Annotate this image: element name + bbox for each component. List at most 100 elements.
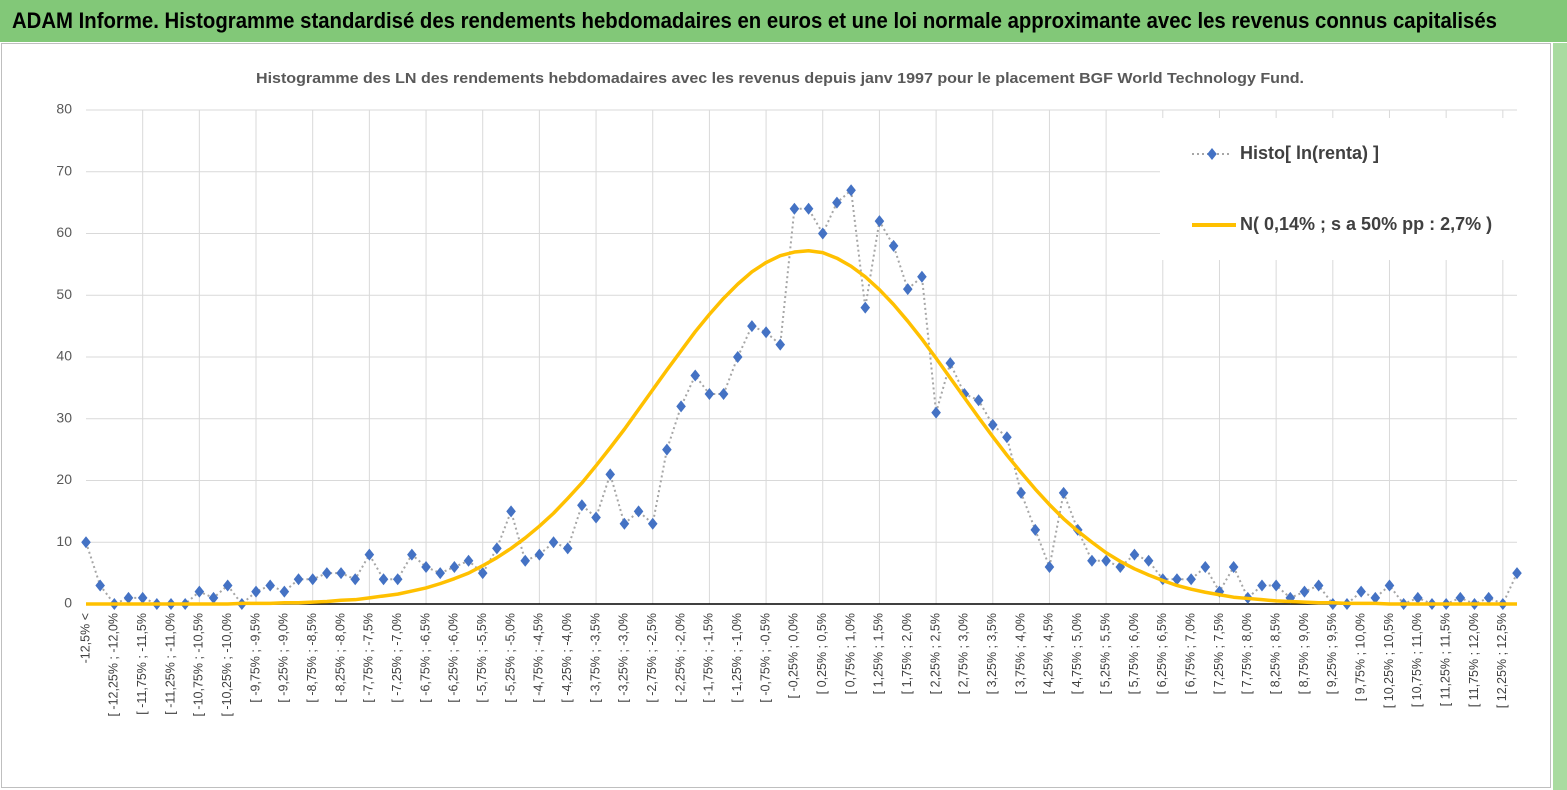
y-tick-label: 30 [56,409,72,425]
data-point [676,400,686,413]
x-tick-label: [ -1,25% ; -1,0% [730,613,744,703]
data-point [902,283,913,296]
data-point [95,579,105,592]
x-tick-label: [ -3,25% ; -3,0% [617,613,631,703]
data-point [1413,591,1423,604]
data-point [1186,573,1196,586]
x-tick-label: [ 10,75% ; 11,0% [1410,613,1424,707]
data-point [1129,548,1140,561]
x-tick-label: [ -10,75% ; -10,5% [192,613,206,717]
data-point [534,548,545,561]
data-point [874,215,885,228]
data-point [123,591,134,604]
y-tick-label: 0 [64,595,72,611]
x-tick-label: [ 6,75% ; 7,0% [1183,613,1197,694]
data-point [803,202,814,215]
data-point [1455,591,1466,604]
x-tick-label: [ -4,25% ; -4,0% [560,613,574,703]
x-tick-label: [ -7,25% ; -7,0% [390,613,404,703]
x-tick-label: [ -1,75% ; -1,5% [702,613,716,703]
x-tick-label: [ -4,75% ; -4,5% [532,613,546,703]
data-point [917,270,927,283]
x-tick-label: [ -0,25% ; 0,0% [787,613,801,698]
data-point [293,573,304,586]
data-point [137,591,148,604]
data-point [506,505,516,518]
data-point [1257,579,1267,592]
y-tick-label: 20 [56,471,72,487]
legend-marker [1207,148,1217,160]
x-tick-label: [ -9,25% ; -9,0% [277,613,291,703]
x-tick-label: [ 0,75% ; 1,0% [843,613,857,694]
data-point [449,560,460,573]
y-tick-label: 10 [56,533,72,549]
y-tick-label: 50 [56,286,72,302]
data-point [633,505,644,518]
data-point [761,326,771,339]
y-tick-label: 60 [56,224,72,240]
data-point [492,542,502,555]
data-point [789,202,800,215]
data-point [1228,560,1239,573]
data-point [435,567,446,580]
x-tick-label: [ -11,75% ; -11,5% [135,613,149,715]
data-point [619,517,630,530]
x-tick-label: [ -9,75% ; -9,5% [248,613,262,703]
data-point [605,468,616,481]
x-tick-label: [ 12,25% ; 12,5% [1495,613,1509,708]
data-point [1313,579,1324,592]
x-tick-label: [ 0,25% ; 0,5% [815,613,829,694]
data-point [562,542,573,555]
x-tick-label: [ -3,75% ; -3,5% [588,613,602,703]
data-point [817,227,828,240]
data-point [279,585,290,598]
page-title: ADAM Informe. Histogramme standardisé de… [12,8,1497,33]
x-tick-label: [ 10,25% ; 10,5% [1382,613,1396,708]
x-tick-label: [ -6,25% ; -6,0% [447,613,461,703]
x-tick-label: [ -6,75% ; -6,5% [418,613,432,703]
data-point [775,338,786,351]
x-tick-label: [ 1,75% ; 2,0% [900,613,914,694]
data-point [265,579,275,592]
x-tick-label: [ 1,25% ; 1,5% [872,613,886,694]
data-point [704,388,715,401]
data-point [1172,573,1182,586]
x-tick-label: [ 11,75% ; 12,0% [1467,613,1481,707]
data-point [888,239,899,252]
data-point [718,388,729,401]
data-point [194,585,205,598]
y-tick-label: 40 [56,348,72,364]
x-tick-label: [ 9,25% ; 9,5% [1325,613,1339,694]
data-point [421,560,431,573]
data-point [1030,523,1041,536]
x-tick-label: [ 7,75% ; 8,0% [1240,613,1254,694]
data-point [747,320,757,333]
data-point [1200,560,1211,573]
series-line [86,249,1517,606]
data-point [647,517,658,530]
data-point [364,548,375,561]
data-point [945,357,956,370]
data-point [690,369,701,382]
data-point [1512,567,1522,580]
data-point [973,394,984,407]
data-point [1087,554,1097,567]
header-bar [0,0,1567,42]
side-strip [1553,43,1567,790]
x-tick-label: [ 3,25% ; 3,5% [985,613,999,694]
data-point [832,196,842,209]
data-point [477,567,488,580]
data-point [322,567,332,580]
data-point [931,406,941,419]
y-tick-label: 70 [56,162,72,178]
x-tick-label: [ 5,25% ; 5,5% [1098,613,1112,694]
data-point [548,536,559,549]
data-point [1271,579,1281,592]
x-tick-label: -12,5% < [78,613,92,663]
data-point [987,418,998,431]
data-point [222,579,233,592]
x-tick-label: [ 2,25% ; 2,5% [928,613,942,694]
x-tick-label: [ -7,75% ; -7,5% [362,613,376,703]
x-tick-label: [ -5,75% ; -5,5% [475,613,489,703]
